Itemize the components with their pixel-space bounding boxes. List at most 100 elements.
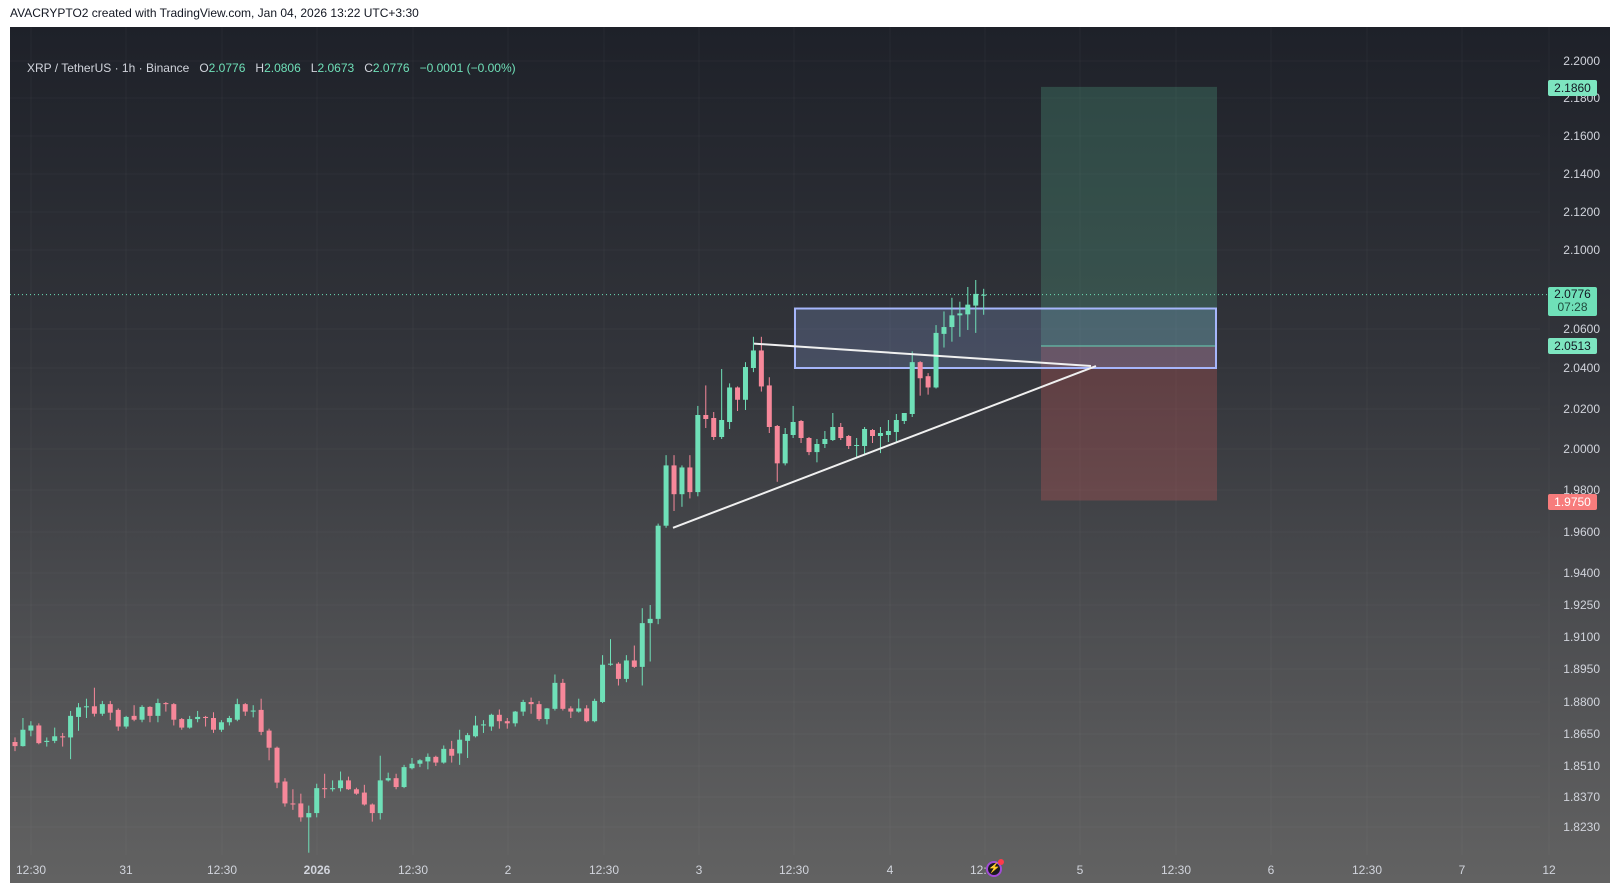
candle [401, 764, 407, 789]
candle-body [274, 747, 280, 783]
candle [179, 718, 185, 730]
candle-body [377, 780, 383, 814]
supply-zone-rectangle[interactable] [794, 307, 1217, 369]
candle [107, 700, 113, 721]
candle [91, 687, 97, 717]
candle-body [639, 623, 645, 667]
candle [480, 720, 486, 733]
candle [742, 362, 748, 410]
time-axis-label: 2026 [304, 863, 331, 877]
candle-body [973, 293, 979, 306]
candle-body [131, 715, 137, 720]
chart-pane[interactable]: 12:30 31 12:30 2026 12:30 2 12:30 3 12:30 4 12:30 5… [10, 27, 1610, 883]
candle [615, 662, 621, 686]
candle-body [147, 706, 153, 716]
price-axis-label: 1.8230 [1563, 820, 1600, 834]
position-stop-zone[interactable] [1041, 345, 1217, 501]
candle [83, 698, 89, 718]
candle [885, 420, 891, 442]
candle-body [314, 788, 320, 814]
price-axis-label: 1.9800 [1563, 483, 1600, 497]
candle [695, 405, 701, 497]
candle-body [600, 664, 606, 702]
price-axis-label: 1.8800 [1563, 695, 1600, 709]
candle [457, 729, 463, 765]
candle-body [727, 387, 733, 422]
chart-canvas[interactable]: 12:30 31 12:30 2026 12:30 2 12:30 3 12:30 4 12:30 5… [10, 27, 1610, 883]
triangle-lower-trendline[interactable] [672, 365, 1097, 529]
candle [76, 703, 82, 731]
candle [663, 455, 669, 528]
candle-body [425, 756, 431, 762]
candle-body [750, 350, 756, 368]
candle-body [957, 313, 963, 316]
stop-price-tag: 1.9750 [1548, 494, 1597, 510]
candle [560, 678, 566, 711]
candle-body [91, 706, 97, 714]
candle-body [504, 721, 510, 724]
candle [433, 755, 439, 766]
time-axis-label: 12 [1542, 863, 1556, 877]
price-axis-label: 2.0000 [1563, 442, 1600, 456]
candle-body [330, 788, 336, 790]
open-label: O [199, 61, 209, 75]
price-axis-label: 1.9600 [1563, 525, 1600, 539]
price-axis-label: 1.9400 [1563, 566, 1600, 580]
candle-body [60, 736, 66, 738]
candle [806, 437, 812, 456]
candle-body [758, 350, 764, 387]
candle-body [480, 724, 486, 726]
candle-body [981, 294, 987, 296]
candle-body [909, 362, 915, 414]
candle-body [282, 781, 288, 804]
candle-body [822, 439, 828, 444]
candle [750, 336, 756, 373]
candle [576, 698, 582, 713]
price-axis-label: 2.0400 [1563, 361, 1600, 375]
candle-body [115, 709, 121, 727]
high-value: 2.0806 [264, 61, 301, 75]
symbol-info[interactable]: XRP / TetherUS · 1h · Binance [27, 61, 190, 75]
time-axis-label: 12:30 [398, 863, 428, 877]
price-axis-label: 1.9100 [1563, 630, 1600, 644]
candle-body [449, 748, 455, 756]
candle [385, 772, 391, 782]
candle [758, 336, 764, 392]
candle-body [885, 431, 891, 435]
time-axis-label: 6 [1268, 863, 1275, 877]
triangle-upper-trendline[interactable] [753, 342, 1092, 368]
candle [703, 385, 709, 428]
position-target-zone[interactable] [1041, 86, 1217, 346]
candle [512, 710, 518, 727]
time-axis-label: 3 [696, 863, 703, 877]
candle [838, 423, 844, 440]
candle [52, 727, 58, 744]
candle [218, 720, 224, 732]
lightning-icon[interactable]: ⚡ [986, 859, 1004, 877]
candle [592, 698, 598, 723]
candle-body [901, 413, 907, 421]
price-axis-label: 1.9250 [1563, 598, 1600, 612]
candle [115, 708, 121, 731]
candle-body [933, 332, 939, 388]
candle-body [290, 803, 296, 805]
candle-body [258, 709, 264, 732]
candle-body [242, 704, 248, 712]
target-price-tag: 2.1860 [1548, 80, 1597, 96]
close-label: C [364, 61, 373, 75]
candle-body [155, 703, 161, 716]
candle [393, 773, 399, 790]
candle [28, 721, 34, 737]
candle-body [814, 444, 820, 453]
candle [314, 783, 320, 818]
candle [727, 383, 733, 429]
candle [798, 420, 804, 443]
time-axis-label: 12:30 [207, 863, 237, 877]
candle [711, 412, 717, 440]
candle-body [925, 376, 931, 388]
candle [163, 702, 169, 712]
candle [345, 776, 351, 790]
candle-body [528, 702, 534, 705]
candle-body [679, 467, 685, 495]
candle-body [218, 722, 224, 730]
